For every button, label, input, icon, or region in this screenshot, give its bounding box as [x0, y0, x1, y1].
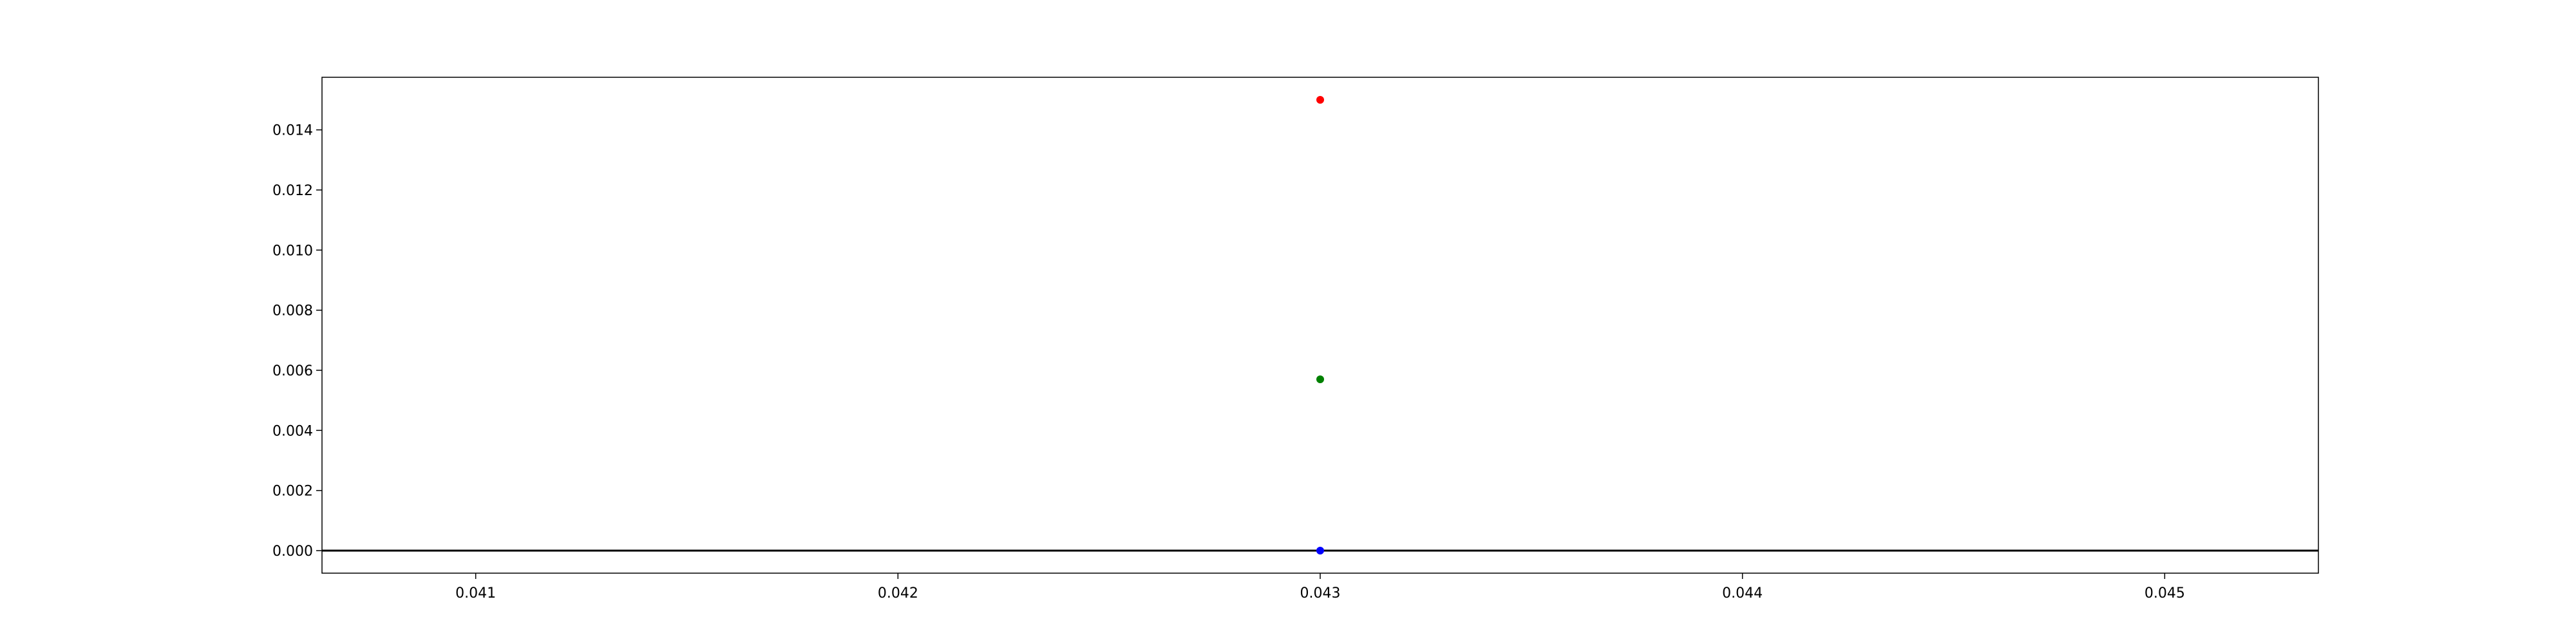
y-tick-label: 0.008 [272, 303, 313, 319]
x-tick-label: 0.045 [2145, 585, 2185, 601]
y-tick-label: 0.000 [272, 544, 313, 560]
data-point [1316, 547, 1324, 554]
y-tick-label: 0.002 [272, 484, 313, 500]
x-axis: 0.041 0.042 0.043 0.044 0.045 [455, 573, 2185, 601]
x-tick-label: 0.041 [455, 585, 496, 601]
plot-area [322, 77, 2318, 573]
x-tick-label: 0.043 [1300, 585, 1341, 601]
y-tick-label: 0.012 [272, 183, 313, 199]
y-tick-label: 0.010 [272, 243, 313, 259]
y-tick-label: 0.006 [272, 363, 313, 379]
data-point [1316, 96, 1324, 104]
y-axis: 0.000 0.002 0.004 0.006 0.008 0.010 0.012 0.014 [272, 123, 322, 560]
x-tick-label: 0.042 [878, 585, 918, 601]
plot-frame [321, 77, 2319, 574]
y-tick-label: 0.004 [272, 423, 313, 439]
y-tick-label: 0.014 [272, 123, 313, 139]
data-points [1316, 96, 1324, 554]
x-tick-label: 0.044 [1722, 585, 1763, 601]
data-point [1316, 375, 1324, 383]
